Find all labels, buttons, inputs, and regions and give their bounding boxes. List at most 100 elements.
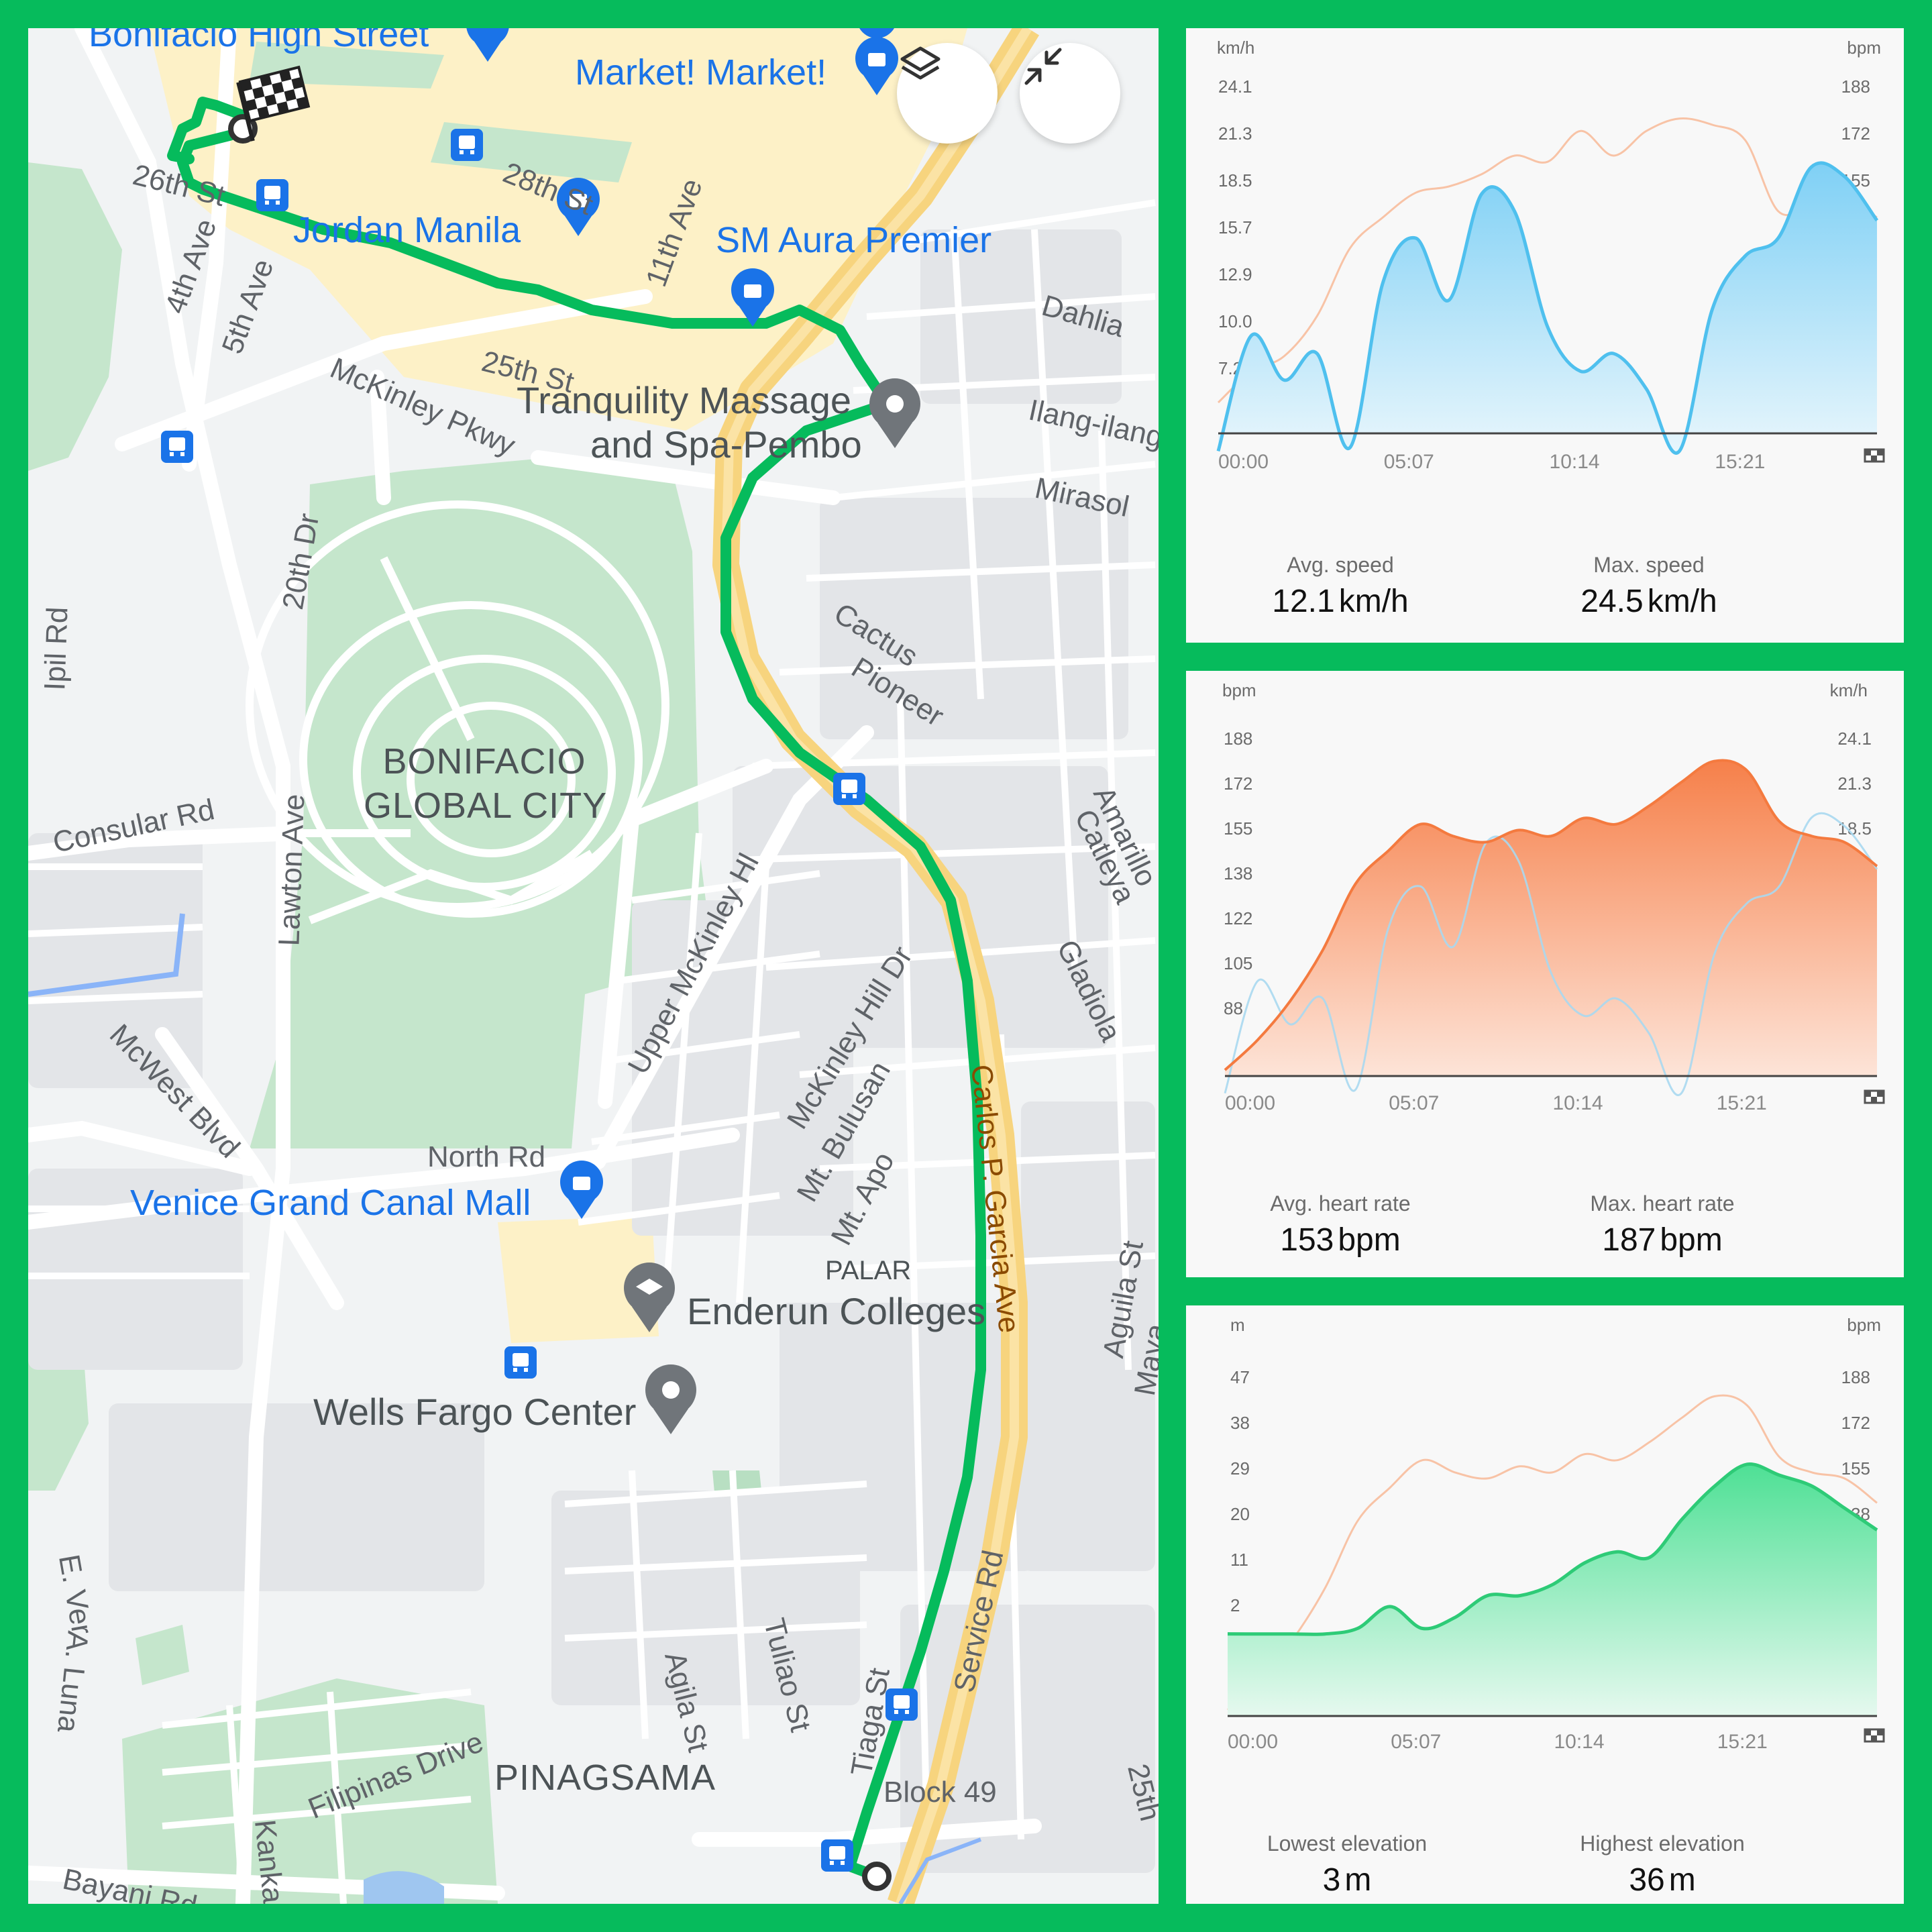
commercial-area — [149, 28, 967, 431]
stat-value: 153 bpm — [1280, 1222, 1401, 1258]
park-area — [250, 458, 706, 1148]
place-pin-icons[interactable] — [624, 378, 920, 1434]
speed-panel: 24.121.318.515.712.910.07.2 188172155138… — [1186, 28, 1904, 643]
left-tick-label: 11 — [1230, 1550, 1248, 1570]
hr-background-line — [1217, 117, 1878, 404]
park-area — [136, 1625, 189, 1685]
left-tick-label: 88 — [1224, 998, 1243, 1018]
bus-stop-icon — [504, 1346, 537, 1379]
bus-stop-icon — [161, 431, 193, 463]
area-label-bgc: BONIFACIO GLOBAL CITY — [364, 739, 606, 828]
commercial-area — [498, 1216, 659, 1343]
flag-check — [1877, 1091, 1883, 1097]
poi-bonifacio-high-street[interactable]: Bonifacio High Street — [89, 28, 429, 54]
poi-tranquility-line1[interactable]: Tranquility Massage — [517, 379, 852, 421]
street-label: Lawton Ave — [272, 793, 311, 947]
left-unit: m — [1230, 1315, 1245, 1335]
shopping-pin-icon — [466, 28, 509, 62]
finish-flag-icon[interactable] — [236, 65, 313, 142]
poi-market-market[interactable]: Market! Market! — [575, 52, 827, 93]
left-tick-label: 155 — [1224, 818, 1252, 839]
flag-check — [1865, 449, 1871, 455]
area-label-pinagsama: PINAGSAMA — [494, 1758, 716, 1798]
x-tick-label: 10:14 — [1550, 451, 1600, 473]
route-map[interactable]: Bonifacio High Street Market! Market! Jo… — [28, 28, 1159, 1904]
x-axis-ticks: 00:00 05:07 10:14 15:21 — [1228, 1731, 1768, 1753]
stat-label: Avg. heart rate — [1270, 1191, 1411, 1216]
poi-enderun[interactable]: Enderun Colleges — [687, 1290, 986, 1332]
shopping-pin-icons[interactable] — [466, 28, 898, 1219]
x-tick-label: 15:21 — [1715, 451, 1765, 473]
right-tick-label: 188 — [1841, 1367, 1870, 1387]
stat-label: Max. heart rate — [1590, 1191, 1735, 1216]
x-tick-label: 00:00 — [1228, 1731, 1278, 1753]
max-heart-rate-stat: Max. heart rate 187 bpm — [1521, 1191, 1803, 1258]
left-tick-label: 122 — [1224, 908, 1252, 928]
right-tick-label: 24.1 — [1837, 729, 1872, 749]
right-tick-label: 21.3 — [1837, 773, 1872, 794]
map-canvas[interactable] — [28, 28, 1159, 1904]
school-pin-icon — [624, 1263, 675, 1332]
elevation-area — [1228, 1464, 1877, 1716]
creek — [28, 913, 185, 997]
x-tick-label: 00:00 — [1225, 1092, 1275, 1114]
left-tick-label: 12.9 — [1218, 264, 1252, 284]
speed-chart[interactable]: 24.121.318.515.712.910.07.2 188172155138… — [1186, 28, 1904, 643]
avg-speed-stat: Avg. speed 12.1 km/h — [1199, 553, 1481, 620]
bus-stop-icon — [885, 1688, 918, 1721]
flag-check — [1871, 455, 1877, 462]
right-tick-label: 172 — [1841, 1413, 1870, 1433]
x-tick-label: 10:14 — [1552, 1092, 1603, 1114]
right-unit: km/h — [1829, 680, 1868, 700]
stat-label: Avg. speed — [1287, 553, 1394, 577]
left-unit: km/h — [1217, 38, 1255, 58]
speed-area — [1218, 162, 1877, 453]
right-unit: bpm — [1847, 1315, 1881, 1335]
poi-venice-mall[interactable]: Venice Grand Canal Mall — [130, 1183, 531, 1223]
left-tick-label: 21.3 — [1218, 123, 1252, 144]
left-axis-ticks: 24.121.318.515.712.910.07.2 — [1218, 76, 1252, 378]
flag-check — [1871, 1097, 1877, 1103]
heart-rate-line — [1224, 759, 1878, 1071]
poi-sm-aura[interactable]: SM Aura Premier — [716, 220, 992, 260]
x-tick-label: 15:21 — [1717, 1092, 1767, 1114]
start-marker[interactable] — [862, 1862, 892, 1891]
stat-value: 12.1 km/h — [1272, 584, 1409, 619]
right-tick-label: 18.5 — [1837, 818, 1872, 839]
poi-jordan-manila[interactable]: Jordan Manila — [293, 210, 521, 250]
x-tick-label: 05:07 — [1391, 1731, 1441, 1753]
left-tick-label: 18.5 — [1218, 170, 1252, 191]
stat-value: 36 m — [1629, 1862, 1696, 1898]
left-tick-label: 38 — [1230, 1413, 1250, 1433]
street-label: Ipil Rd — [38, 606, 74, 692]
flag-check — [1877, 1729, 1883, 1735]
layers-button[interactable] — [897, 43, 998, 144]
left-tick-label: 47 — [1230, 1367, 1250, 1387]
poi-tranquility-line2[interactable]: and Spa-Pembo — [590, 423, 862, 466]
stat-value: 187 bpm — [1602, 1222, 1723, 1258]
collapse-icon — [1024, 48, 1062, 85]
bus-stop-icon — [821, 1839, 853, 1872]
x-tick-label: 05:07 — [1384, 451, 1434, 473]
layers-icon — [900, 46, 941, 80]
street-label: Block 49 — [883, 1776, 997, 1809]
left-tick-label: 29 — [1230, 1458, 1250, 1479]
collapse-button[interactable] — [1020, 43, 1120, 144]
hr-background-line — [1226, 1394, 1878, 1711]
street-label: North Rd — [427, 1140, 546, 1173]
x-axis-ticks: 00:00 05:07 10:14 15:21 — [1225, 1092, 1767, 1114]
left-tick-label: 138 — [1224, 863, 1252, 883]
stat-label: Max. speed — [1593, 553, 1705, 577]
poi-wells-fargo[interactable]: Wells Fargo Center — [313, 1391, 637, 1433]
left-tick-label: 10.0 — [1218, 311, 1252, 331]
bus-stop-icons — [161, 129, 918, 1872]
flag-check — [1865, 1729, 1871, 1735]
left-tick-label: 15.7 — [1218, 217, 1252, 237]
left-tick-label: 20 — [1230, 1504, 1250, 1524]
